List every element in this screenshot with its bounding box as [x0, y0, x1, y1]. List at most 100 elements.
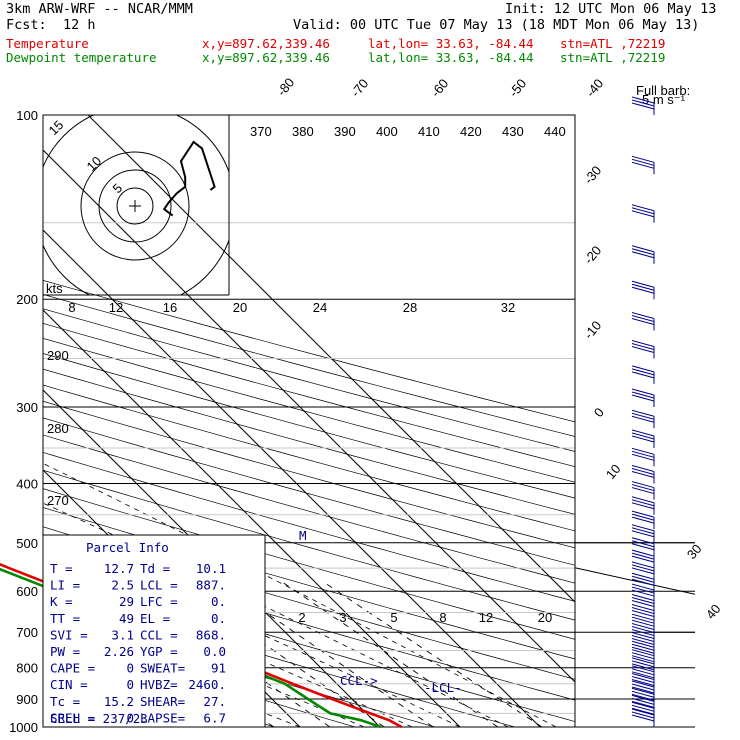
parcel-label: TT =: [50, 611, 80, 626]
wind-barb-flag: [631, 690, 655, 698]
wind-barb-flag: [631, 464, 655, 472]
hodograph-ring: [116, 187, 154, 225]
wind-barb-flag: [631, 671, 655, 679]
theta-label: 440: [544, 124, 566, 139]
parcel-value: 0.0: [203, 644, 226, 659]
parcel-label: CIN =: [50, 677, 88, 692]
parcel-label: SWEAT=: [140, 661, 185, 676]
wind-barb-flag: [631, 660, 655, 668]
wind-barb-flag: [631, 683, 655, 691]
wind-barb-flag: [631, 600, 655, 607]
pressure-label: 300: [16, 400, 38, 415]
wind-barb-flag: [631, 649, 655, 657]
isotherm-label: -60: [428, 76, 452, 100]
theta-label: 270: [47, 493, 69, 508]
wind-barb-flag: [631, 481, 655, 489]
wind-barb-flag: [631, 96, 655, 104]
parcel-label: LI =: [50, 578, 80, 593]
parcel-label: LFC =: [140, 594, 178, 609]
wind-barb-flag: [631, 510, 655, 518]
init-time: Init: 12 UTC Mon 06 May 13: [505, 1, 717, 17]
wind-barb-flag: [631, 589, 655, 597]
barb-caption-line1: Full barb:: [636, 83, 690, 98]
pressure-label: 700: [16, 625, 38, 640]
wind-barb-flag: [631, 687, 655, 695]
wind-barb-flag: [631, 694, 655, 702]
pressure-label: 400: [16, 476, 38, 491]
wind-barb-flag: [631, 616, 655, 624]
wind-barb-flag: [631, 686, 655, 694]
mixing-ratio-label: 20: [538, 610, 552, 625]
wind-barb-flag: [631, 537, 655, 545]
wind-barb-flag: [631, 623, 655, 631]
wind-barb-flag: [631, 613, 655, 621]
parcel-label: LAPSE=: [140, 710, 185, 725]
parcel-label: Td =: [140, 561, 170, 576]
theta-e-label: 28: [403, 300, 417, 315]
extension-line: [574, 567, 696, 595]
wind-barb-flag: [631, 158, 655, 166]
isotherm-label: 10: [603, 461, 624, 482]
wind-barb-flag: [631, 594, 655, 601]
isotherm-label: -50: [506, 76, 530, 100]
wind-barb-flag: [631, 676, 655, 683]
wind-barb-flag: [631, 343, 655, 351]
parcel-label: HVBZ=: [140, 677, 178, 692]
wind-barb-flag: [631, 540, 655, 548]
wind-barb-flag: [631, 679, 655, 686]
wind-barb-flag: [631, 499, 655, 507]
theta-label: 430: [502, 124, 524, 139]
legend-dewpoint-station: stn=ATL ,72219: [560, 50, 666, 65]
model-title: 3km ARW-WRF -- NCAR/MMM: [6, 1, 193, 17]
wind-barb-flag: [631, 516, 655, 524]
wind-barb-flag: [631, 394, 655, 402]
wind-barb-flag: [631, 432, 655, 440]
parcel-value: 887.: [196, 578, 226, 593]
wind-barb-flag: [631, 663, 655, 671]
parcel-label: LCL =: [140, 578, 178, 593]
parcel-info-panel: Parcel Info T = 12.7 Td = 10.1 LI = 2.5 LCL = 8…: [42, 534, 266, 728]
isotherm-label: -70: [348, 76, 372, 100]
parcel-label: PW =: [50, 644, 80, 659]
wind-barb-flag: [631, 607, 655, 615]
wind-barb-flag: [631, 552, 655, 560]
parcel-value: 0: [126, 677, 134, 692]
forecast-label: Fcst:: [6, 17, 47, 33]
wind-barb-flag: [631, 586, 655, 594]
wind-barb-flag: [631, 530, 655, 538]
mixing-ratio-label: 12: [479, 610, 493, 625]
wind-barb-flag: [631, 707, 655, 715]
theta-e-label: 16: [163, 300, 177, 315]
hodograph-ring: [98, 169, 172, 243]
wind-barb-flag: [631, 415, 655, 423]
isotherm-label: -30: [581, 163, 605, 187]
parcel-value: 0.: [211, 594, 226, 609]
dewpoint-line: [0, 567, 382, 729]
wind-barb-flag: [631, 102, 655, 110]
isotherm-label: 30: [684, 541, 705, 562]
lfc-marker: M: [299, 528, 307, 543]
wind-barb-flag: [631, 496, 655, 504]
wind-barb-flag: [631, 318, 655, 326]
moist-adiabat: [43, 571, 413, 727]
mixing-ratio-label: 2: [298, 610, 305, 625]
isotherm-line: [43, 309, 461, 727]
wind-barb-flag: [631, 204, 655, 212]
parcel-value: 91: [211, 661, 226, 676]
wind-barb-flag: [631, 693, 655, 701]
wind-barb-flag: [631, 315, 655, 323]
wind-barb-flag: [631, 680, 655, 688]
wind-barb-flag: [631, 572, 655, 580]
wind-barb-flag: [631, 567, 655, 575]
wind-barb-flag: [631, 714, 655, 722]
theta-label: 420: [460, 124, 482, 139]
wind-barb-flag: [631, 484, 655, 492]
wind-barb-flag: [631, 524, 655, 532]
wind-barb-flag: [631, 561, 655, 569]
mixing-ratio-label: 3: [339, 610, 346, 625]
mixing-ratio-line: [175, 581, 385, 727]
mixing-ratio-label: 8: [439, 610, 446, 625]
wind-barb-flag: [631, 388, 655, 396]
theta-label: 280: [47, 421, 69, 436]
wind-barb-flag: [631, 453, 655, 461]
